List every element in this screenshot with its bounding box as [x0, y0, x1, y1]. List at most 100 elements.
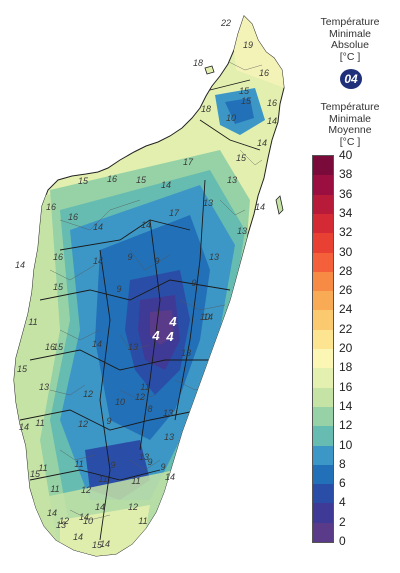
colorbar-segment: [313, 368, 333, 389]
station-value-label: 14: [257, 138, 267, 148]
region-borders: [19, 79, 261, 541]
station-value-label: 17: [169, 208, 180, 218]
colorbar-segment: [313, 349, 333, 369]
station-value-label: 13: [237, 226, 247, 236]
station-value-label: 14: [19, 422, 29, 432]
station-value-label: 9: [191, 278, 196, 288]
station-value-label: 14: [47, 508, 57, 518]
station-value-label: 14: [161, 180, 171, 190]
station-value-label: 16: [53, 252, 63, 262]
colorbar-tick-label: 22: [339, 321, 353, 336]
station-value-label: 15: [241, 96, 252, 106]
colorbar-tick-label: 0: [339, 534, 346, 548]
station-value-label: 18: [193, 58, 203, 68]
station-value-label: 14: [79, 512, 89, 522]
station-value-label: 9: [127, 252, 132, 262]
absolute-minimum-value: 4: [168, 314, 177, 329]
station-value-label: 12: [59, 516, 69, 526]
station-value-label: 22: [220, 18, 231, 28]
station-value-label: 11: [140, 382, 149, 392]
colorbar-segment: [313, 426, 333, 446]
colorbar-segment: [313, 291, 333, 311]
colorbar-tick-label: 32: [339, 225, 353, 240]
colorbar-segment: [313, 310, 333, 331]
station-value-label: 13: [163, 408, 173, 418]
station-value-label: 11: [35, 418, 44, 428]
station-value-label: 14: [73, 532, 83, 542]
colorbar-segment: [313, 175, 333, 196]
station-value-label: 15: [53, 342, 64, 352]
station-value-label: 9: [154, 256, 159, 266]
station-value-label: 16: [45, 342, 55, 352]
station-value-label: 13: [39, 382, 49, 392]
station-value-label: 11: [38, 463, 47, 473]
station-value-label: 13: [128, 342, 138, 352]
colorbar-segment: [313, 484, 333, 504]
colorbar-segment: [313, 156, 333, 176]
colorbar-tick-label: 40: [339, 148, 353, 162]
station-value-label: 12: [83, 389, 93, 399]
station-value-label: 12: [135, 392, 145, 402]
colorbar-tick-label: 36: [339, 186, 353, 201]
station-value-label: 14: [165, 472, 175, 482]
station-value-label: 14: [92, 339, 102, 349]
station-value-label: 16: [46, 202, 56, 212]
colorbar-segment: [313, 406, 333, 427]
station-value-label: 15: [17, 364, 28, 374]
station-value-label: 12: [78, 419, 88, 429]
station-value-label: 13: [139, 452, 149, 462]
colorbar-tick-label: 20: [339, 341, 353, 355]
station-value-label: 18: [201, 104, 211, 114]
absolute-minimum-labels: 44 4: [151, 314, 177, 344]
station-value-label: 14: [100, 539, 110, 549]
colorbar-tick-label: 2: [339, 514, 346, 529]
station-value-label: 9: [160, 462, 165, 472]
station-value-label: 15: [53, 282, 64, 292]
station-value-label: 11: [50, 484, 59, 494]
station-value-label: 9: [110, 460, 115, 470]
station-value-label: 14: [95, 502, 105, 512]
temperature-zones: [14, 16, 284, 556]
station-value-label: 11: [98, 474, 107, 484]
absolute-minimum-badge: 04: [340, 69, 362, 89]
colorbar-tick-label: 24: [339, 302, 353, 317]
station-value-label: 8: [147, 404, 152, 414]
station-value-label: 16: [259, 68, 269, 78]
station-value-label: 10: [115, 397, 125, 407]
sainte-marie-island: [275, 195, 284, 215]
colorbar-segment: [313, 329, 333, 350]
station-value-label: 15: [239, 86, 250, 96]
station-value-label: 15: [30, 469, 41, 479]
station-value-label: 14: [141, 220, 151, 230]
colorbar-segment: [313, 522, 333, 543]
colorbar-segment: [313, 387, 333, 408]
station-value-label: 13: [56, 520, 66, 530]
colorbar-tick-label: 10: [339, 437, 353, 452]
station-value-label: 11: [131, 476, 140, 486]
station-value-label: 10: [226, 113, 236, 123]
station-value-label: 16: [68, 212, 78, 222]
colorbar-tick-label: 12: [339, 418, 353, 433]
station-value-label: 13: [227, 175, 237, 185]
station-value-label: 14: [93, 256, 103, 266]
colorbar-segment: [313, 503, 333, 524]
nosy-be-island: [204, 65, 215, 75]
colorbar-segment: [313, 445, 333, 466]
station-value-label: 15: [92, 540, 103, 550]
station-value-label: 13: [209, 252, 219, 262]
station-value-label: 11: [74, 459, 83, 469]
station-value-label: 16: [267, 98, 277, 108]
station-value-label: 14: [255, 202, 265, 212]
station-value-label: 17: [183, 157, 194, 167]
colorbar-tick-label: 28: [339, 263, 353, 278]
colorbar-tick-label: 4: [339, 495, 346, 510]
colorbar-tick-label: 34: [339, 205, 353, 220]
station-value-label: 9: [147, 457, 152, 467]
colorbar-segment: [313, 271, 333, 292]
station-value-label: 12: [81, 485, 91, 495]
colorbar-tick-label: 26: [339, 283, 353, 298]
station-value-label: 14: [15, 260, 25, 270]
station-value-label: 14: [203, 312, 213, 322]
